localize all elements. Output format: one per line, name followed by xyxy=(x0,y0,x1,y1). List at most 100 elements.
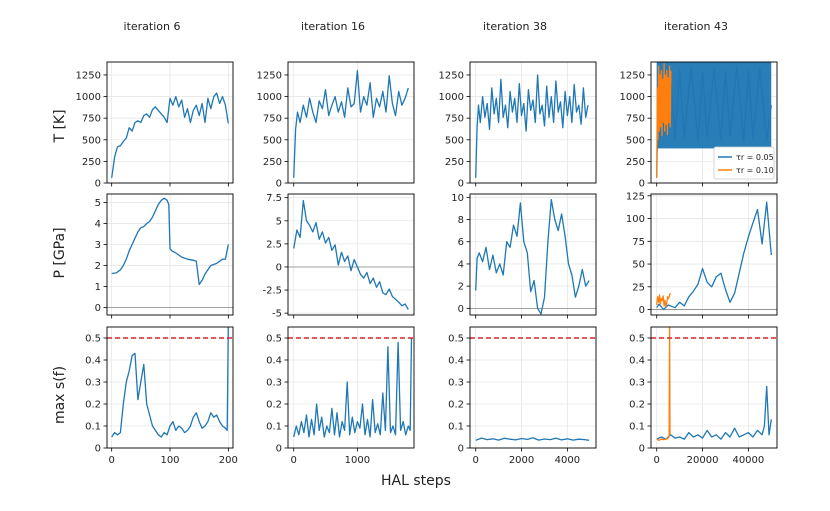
plot-area xyxy=(651,201,777,311)
y-tick-label: 0.5 xyxy=(629,334,645,345)
subplot-0-3: 0 250 500 750 1000 1250 τr = 0.05 τr = 0.10 xyxy=(620,61,778,190)
y-tick-label: 250 xyxy=(445,157,464,168)
series-line-1 xyxy=(656,292,672,308)
row-label-temperature: T [K] xyxy=(52,109,68,143)
axes-frame xyxy=(469,193,597,316)
col-title-iteration-38: iteration 38 xyxy=(483,20,547,33)
subplot-0-1: 0 250 500 750 1000 1250 xyxy=(257,61,415,190)
axes-frame xyxy=(650,61,778,184)
y-tick-label: 0 xyxy=(639,444,645,455)
subplot-2-3: 0 0.1 0.2 0.3 0.4 0.5 0 20000 40000 xyxy=(629,326,778,466)
series-line-1 xyxy=(656,327,671,441)
axes-frame xyxy=(287,61,415,184)
plot-area xyxy=(656,62,772,178)
y-tick-label: 0.1 xyxy=(448,422,464,433)
y-tick-label: 0 xyxy=(639,179,645,190)
y-tick-label: 1250 xyxy=(257,70,282,81)
y-tick-label: 5 xyxy=(276,216,282,227)
y-tick-label: 0.2 xyxy=(266,400,282,411)
y-tick-label: 8 xyxy=(458,215,464,226)
x-tick-label: 20000 xyxy=(687,455,719,466)
plot-area xyxy=(293,69,409,178)
y-tick-label: 0.4 xyxy=(629,356,645,367)
y-tick-label: 0.1 xyxy=(629,422,645,433)
y-tick-label: 2 xyxy=(458,282,464,293)
y-tick-label: 500 xyxy=(263,135,282,146)
y-tick-label: 0.2 xyxy=(85,400,101,411)
y-tick-label: 3 xyxy=(95,240,101,251)
subplot-2-2: 0 0.1 0.2 0.3 0.4 0.5 0 2000 4000 xyxy=(448,326,597,466)
y-tick-label: 750 xyxy=(445,114,464,125)
x-tick-label: 0 xyxy=(473,455,479,466)
y-tick-label: 750 xyxy=(263,114,282,125)
y-tick-label: 0.5 xyxy=(448,334,464,345)
y-tick-label: 1 xyxy=(95,282,101,293)
legend-entry-label: τr = 0.10 xyxy=(736,166,774,175)
y-tick-label: 0.1 xyxy=(85,422,101,433)
x-tick-label: 2000 xyxy=(509,455,534,466)
subplot-1-3: 0 25 50 75 100 125 xyxy=(626,191,778,319)
y-tick-label: 0.3 xyxy=(85,378,101,389)
series-line-0 xyxy=(111,92,229,178)
y-tick-label: 0 xyxy=(639,305,645,316)
col-title-iteration-43: iteration 43 xyxy=(664,20,728,33)
series-line-0 xyxy=(111,197,229,286)
y-tick-label: 750 xyxy=(626,114,645,125)
axes-frame xyxy=(650,193,778,316)
y-tick-label: 1250 xyxy=(76,70,101,81)
y-tick-label: -2.5 xyxy=(262,286,282,297)
y-tick-label: 1000 xyxy=(439,92,464,103)
x-tick-label: 200 xyxy=(219,455,238,466)
y-tick-label: 0.3 xyxy=(266,378,282,389)
x-tick-label: 0 xyxy=(108,455,114,466)
y-tick-label: 0 xyxy=(276,262,282,273)
series-line-0 xyxy=(293,337,413,438)
y-tick-label: 0.4 xyxy=(448,356,464,367)
y-tick-label: 5 xyxy=(95,198,101,209)
x-tick-label: 100 xyxy=(160,455,179,466)
plot-area xyxy=(111,92,229,178)
y-tick-label: 0.5 xyxy=(266,334,282,345)
subplot-2-0: 0 0.1 0.2 0.3 0.4 0.5 0 100 200 xyxy=(85,326,238,466)
x-tick-label: 4000 xyxy=(555,455,580,466)
legend-box xyxy=(713,146,775,180)
y-tick-label: 0 xyxy=(458,444,464,455)
y-tick-label: 4 xyxy=(95,219,101,230)
subplot-0-0: 0 250 500 750 1000 1250 xyxy=(76,61,234,190)
y-tick-label: 500 xyxy=(445,135,464,146)
x-tick-label: 40000 xyxy=(732,455,764,466)
series-line-0 xyxy=(475,437,590,441)
y-tick-label: 125 xyxy=(626,191,645,202)
series-line-0 xyxy=(475,74,589,178)
y-tick-label: 4 xyxy=(458,259,464,270)
y-tick-label: 10 xyxy=(451,193,464,204)
y-tick-label: 250 xyxy=(82,157,101,168)
plot-area xyxy=(288,337,414,438)
plot-area xyxy=(470,337,596,441)
y-tick-label: 0.2 xyxy=(448,400,464,411)
y-tick-label: 500 xyxy=(82,135,101,146)
x-tick-label: 0 xyxy=(291,455,297,466)
y-tick-label: -5 xyxy=(272,309,282,320)
y-tick-label: 1250 xyxy=(620,70,645,81)
x-tick-label: 1000 xyxy=(345,455,370,466)
y-tick-label: 250 xyxy=(626,157,645,168)
col-title-iteration-6: iteration 6 xyxy=(124,20,181,33)
y-tick-label: 50 xyxy=(632,260,645,271)
series-line-0 xyxy=(111,327,229,438)
axes-frame xyxy=(650,326,778,449)
y-tick-label: 25 xyxy=(632,282,645,293)
subplot-1-1: -5 -2.5 0 2.5 5 7.5 xyxy=(262,193,415,320)
legend-entry-label: τr = 0.05 xyxy=(736,153,774,162)
y-tick-label: 0.5 xyxy=(85,334,101,345)
y-tick-label: 0.3 xyxy=(448,378,464,389)
axes-frame xyxy=(287,193,415,316)
y-tick-label: 500 xyxy=(626,135,645,146)
series-line-1 xyxy=(656,63,672,178)
subplot-1-0: 0 1 2 3 4 5 xyxy=(95,193,234,319)
plot-area xyxy=(651,327,777,441)
y-tick-label: 0 xyxy=(276,444,282,455)
row-label-pressure: P [GPa] xyxy=(52,227,68,278)
y-tick-label: 1000 xyxy=(76,92,101,103)
